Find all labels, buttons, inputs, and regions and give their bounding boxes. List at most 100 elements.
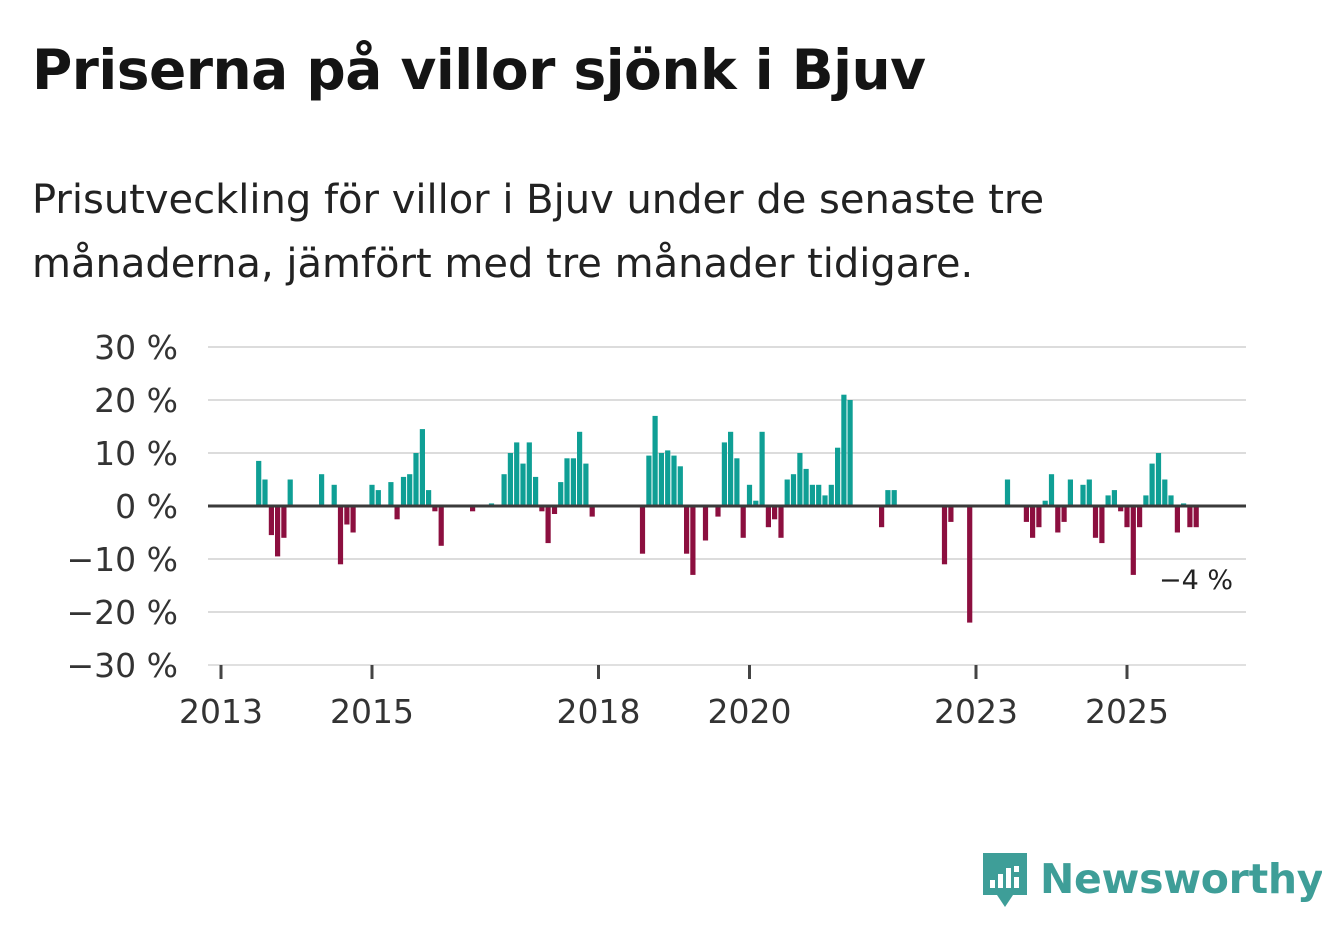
bar (432, 506, 438, 512)
bar (1124, 506, 1130, 528)
x-tick-label: 2023 (934, 692, 1018, 731)
bar (671, 455, 677, 506)
bar (797, 453, 803, 506)
bar (967, 506, 973, 623)
bar (1004, 479, 1011, 506)
bar (879, 506, 885, 528)
bar (1111, 490, 1117, 506)
bar (652, 415, 658, 506)
bar (526, 442, 532, 506)
bar (1193, 506, 1199, 528)
bar (256, 460, 262, 506)
bar (759, 431, 765, 506)
chart-title: Priserna på villor sjönk i Bjuv (32, 38, 926, 102)
bar (728, 431, 734, 506)
bar (1061, 506, 1067, 522)
bar (539, 506, 545, 512)
bar (470, 506, 476, 512)
brand-logo[interactable]: Newsworthy (980, 848, 1322, 910)
bar (426, 490, 432, 506)
bar (1042, 500, 1048, 506)
bar (413, 453, 419, 506)
bar (847, 400, 853, 506)
bar (885, 490, 891, 506)
bar (350, 506, 356, 533)
bar (721, 442, 727, 506)
bar (1092, 506, 1099, 538)
bar (319, 474, 325, 506)
bar (1162, 479, 1168, 506)
bar (684, 506, 690, 554)
bar (746, 484, 753, 506)
bar (690, 506, 696, 575)
bar (809, 484, 815, 506)
bar (1030, 506, 1036, 538)
y-tick-label: 20 % (94, 381, 178, 420)
bar (337, 506, 344, 565)
bar (1036, 506, 1042, 528)
bar (268, 506, 274, 536)
bar (1086, 479, 1092, 506)
bar (784, 479, 790, 506)
bar (501, 474, 507, 506)
bar (558, 482, 564, 506)
bar (514, 442, 520, 506)
bar-chart: 30 %20 %10 %0 %−10 %−20 %−30 % 2013 2015 2… (67, 328, 1246, 731)
bar (1118, 506, 1124, 512)
bar (577, 431, 583, 506)
bar (407, 474, 413, 506)
bar (740, 506, 746, 538)
bar (551, 506, 558, 514)
x-tick-label: 2020 (708, 692, 792, 731)
x-tick-label: 2013 (179, 692, 263, 731)
y-tick-label: 30 % (94, 328, 178, 367)
bar (419, 429, 425, 506)
bar (1137, 506, 1143, 528)
bar (835, 447, 841, 506)
x-tick-label: 2015 (330, 692, 414, 731)
bar (665, 450, 671, 506)
bar (1099, 506, 1105, 544)
bar (533, 476, 539, 506)
y-tick-label: 0 % (115, 487, 178, 526)
bar (287, 479, 293, 506)
bar (507, 453, 513, 506)
y-tick-label: 10 % (94, 434, 178, 473)
bar (1143, 495, 1149, 506)
bar (1187, 506, 1193, 528)
bar (1174, 506, 1180, 533)
bar (394, 506, 400, 520)
bar (646, 455, 652, 506)
bar (702, 506, 709, 541)
bar (344, 506, 350, 525)
bar (545, 506, 551, 544)
chart-subtitle: Prisutveckling för villor i Bjuv under d… (32, 177, 1045, 287)
y-tick-label: −20 % (67, 593, 179, 632)
y-tick-label: −30 % (67, 646, 179, 685)
bar (520, 463, 526, 506)
brand-name: Newsworthy (1040, 855, 1322, 903)
bar (400, 476, 407, 506)
bar (331, 484, 337, 506)
bar (828, 484, 834, 506)
bar (1048, 474, 1055, 506)
bar (891, 490, 897, 506)
bar (438, 506, 444, 546)
bar (948, 506, 954, 522)
bar (639, 506, 646, 554)
bar (772, 506, 778, 520)
y-axis-ticks: 30 % 20 % 10 % 0 % −10 % −20 % −30 % (67, 328, 179, 685)
bar (1168, 495, 1174, 506)
bar (658, 453, 664, 506)
bar (1067, 479, 1073, 506)
bars (256, 394, 1199, 623)
x-tick-label: 2018 (557, 692, 641, 731)
bar (803, 468, 809, 506)
bar (841, 394, 847, 506)
bar (790, 474, 797, 506)
bar (281, 506, 287, 538)
bar (388, 482, 394, 506)
bar (570, 458, 576, 506)
bar (1080, 484, 1086, 506)
newsworthy-icon (983, 853, 1027, 907)
